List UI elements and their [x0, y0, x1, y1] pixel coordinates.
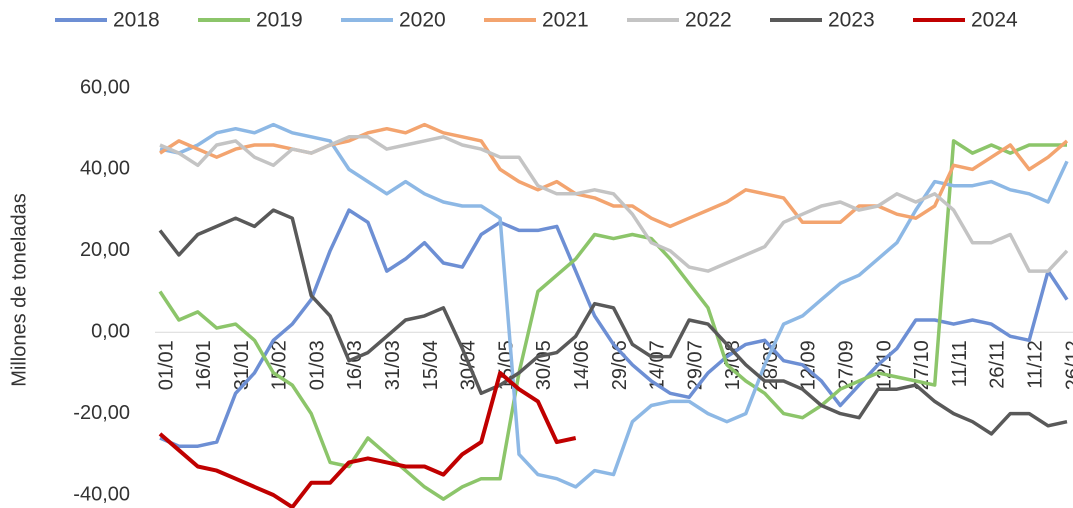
- series-line: [158, 208, 1068, 436]
- legend-label: 2022: [685, 9, 732, 32]
- x-tick-label: 26/11: [987, 340, 1009, 389]
- y-tick-label: 20,00: [80, 239, 130, 261]
- legend-label: 2019: [256, 9, 303, 32]
- y-tick-label: -20,00: [73, 402, 130, 424]
- x-tick-label: 01/03: [306, 340, 328, 390]
- y-tick-label: 0,00: [91, 320, 130, 342]
- legend-label: 2023: [828, 9, 875, 32]
- series-line: [159, 208, 1069, 448]
- x-tick-label: 29/07: [684, 340, 706, 390]
- x-tick-label: 16/03: [344, 340, 366, 390]
- legend-label: 2021: [542, 9, 589, 32]
- series-line: [159, 122, 1069, 229]
- series-line: [159, 135, 1069, 273]
- legend-label: 2024: [971, 9, 1018, 32]
- legend-label: 2018: [113, 9, 160, 32]
- x-tick-label: 26/12: [1062, 340, 1073, 390]
- x-tick-label: 27/10: [911, 340, 933, 390]
- x-tick-label: 11/12: [1024, 340, 1046, 389]
- x-tick-label: 15/02: [269, 340, 291, 390]
- x-tick-label: 14/06: [571, 340, 593, 390]
- x-tick-label: 01/01: [155, 340, 177, 390]
- x-tick-label: 14/07: [647, 340, 669, 390]
- y-tick-label: -40,00: [73, 483, 130, 505]
- series-line: [158, 370, 577, 508]
- legend-label: 2020: [399, 9, 446, 32]
- x-tick-label: 31/03: [382, 340, 404, 390]
- y-axis-label: Millones de toneladas: [8, 193, 30, 386]
- x-tick-label: 27/09: [836, 340, 858, 390]
- series-line: [159, 122, 1069, 489]
- y-tick-label: 60,00: [80, 76, 130, 98]
- x-tick-label: 16/01: [193, 340, 215, 390]
- x-tick-label: 13/08: [722, 340, 744, 390]
- x-tick-label: 31/01: [231, 340, 253, 390]
- series-line: [158, 139, 1067, 501]
- x-tick-label: 29/06: [609, 340, 631, 390]
- x-tick-label: 15/04: [420, 340, 442, 390]
- y-tick-label: 40,00: [80, 158, 130, 180]
- x-tick-label: 11/11: [949, 340, 971, 387]
- x-tick-label: 30/05: [533, 340, 555, 390]
- x-tick-label: 12/09: [798, 340, 820, 390]
